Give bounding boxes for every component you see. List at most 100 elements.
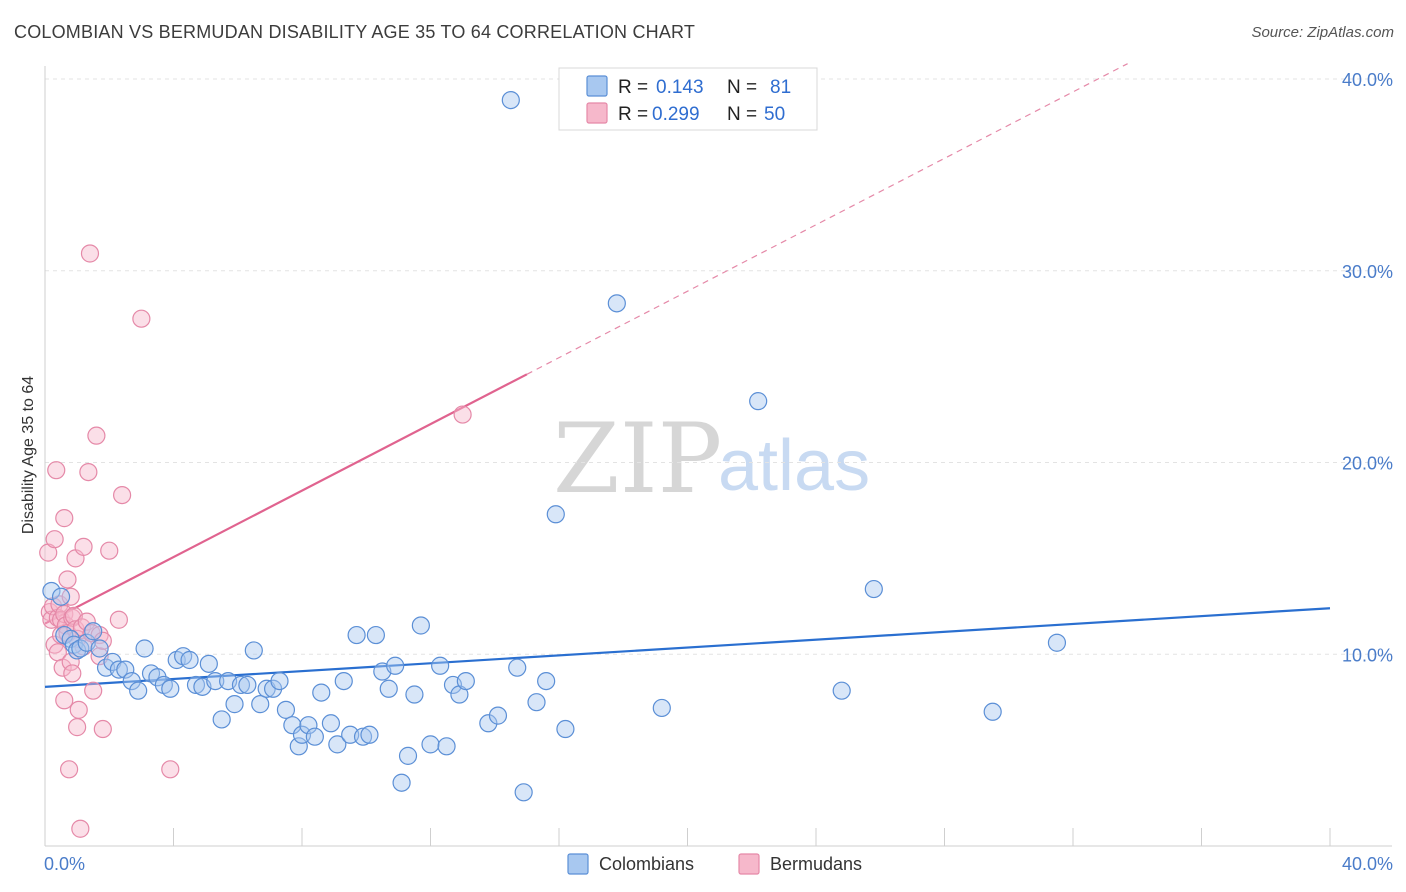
bermudans-point-29 bbox=[69, 700, 88, 719]
colombians-point-81 bbox=[1047, 633, 1067, 652]
colombians-point-54 bbox=[379, 679, 398, 698]
colombians-point-55 bbox=[386, 656, 405, 675]
legend-colombians-swatch bbox=[586, 75, 608, 97]
colombians-point-57 bbox=[398, 746, 418, 765]
correlation-legend: R = 0.143 N = 81 R = 0.299 N = 50 bbox=[558, 67, 818, 131]
colombians-point-39 bbox=[283, 716, 302, 735]
colombians-point-51 bbox=[360, 725, 379, 744]
colombians-point-60 bbox=[421, 735, 440, 754]
colombians-point-56 bbox=[392, 773, 411, 792]
colombians-point-79 bbox=[864, 579, 883, 599]
colombians-point-9 bbox=[90, 639, 109, 658]
colombians-point-31 bbox=[231, 675, 251, 695]
y-tick-label-0: 10.0% bbox=[1342, 645, 1393, 665]
legend-bermudans-r-label: R = bbox=[618, 104, 648, 125]
colombians-point-16 bbox=[135, 639, 154, 658]
y-tick-label-2: 30.0% bbox=[1342, 262, 1393, 282]
bermudans-point-44 bbox=[100, 541, 119, 560]
colombians-point-72 bbox=[537, 671, 556, 691]
bermudans-point-46 bbox=[112, 485, 132, 505]
colombians-point-26 bbox=[199, 654, 218, 673]
bermudans-trend-extension bbox=[526, 63, 1128, 375]
colombians-point-27 bbox=[206, 671, 225, 691]
colombians-point-69 bbox=[508, 658, 527, 677]
bermudans-point-23 bbox=[63, 664, 82, 683]
colombians-point-1 bbox=[51, 587, 71, 606]
legend-bermudans-swatch bbox=[586, 102, 608, 124]
legend-bermudans-n-value: 50 bbox=[764, 104, 785, 125]
watermark-zip: ZIP bbox=[553, 403, 722, 515]
bermudans-point-6 bbox=[47, 461, 66, 480]
colombians-point-14 bbox=[122, 671, 141, 691]
bermudans-point-13 bbox=[55, 509, 74, 528]
y-tick-label-1: 20.0% bbox=[1342, 454, 1393, 474]
bermudans-point-35 bbox=[79, 462, 98, 482]
legend-colombians-n-label: N = bbox=[727, 77, 757, 98]
colombians-point-12 bbox=[109, 660, 128, 679]
colombians-point-50 bbox=[353, 727, 373, 746]
colombians-point-73 bbox=[546, 505, 565, 524]
bottom-legend-colombians-label: Colombians bbox=[599, 854, 694, 874]
bermudans-point-39 bbox=[87, 426, 106, 445]
bottom-legend-colombians-swatch bbox=[567, 853, 589, 875]
colombians-point-46 bbox=[328, 735, 347, 754]
legend-bermudans-n-label: N = bbox=[727, 104, 757, 125]
colombians-point-71 bbox=[527, 693, 546, 712]
colombians-point-49 bbox=[347, 625, 366, 645]
colombians-point-24 bbox=[186, 675, 206, 695]
colombians-point-77 bbox=[749, 392, 768, 411]
legend-colombians-n-value: 81 bbox=[770, 77, 791, 98]
colombians-point-74 bbox=[556, 719, 575, 739]
colombians-point-28 bbox=[212, 710, 231, 729]
y-axis-label: Disability Age 35 to 64 bbox=[20, 376, 37, 534]
bermudans-point-45 bbox=[109, 610, 128, 629]
colombians-point-30 bbox=[225, 695, 244, 714]
colombians-point-32 bbox=[238, 675, 257, 695]
bermudans-point-38 bbox=[84, 681, 103, 700]
bermudans-point-17 bbox=[58, 570, 77, 589]
bermudans-trend-line bbox=[44, 373, 528, 625]
colombians-point-62 bbox=[437, 737, 456, 756]
colombians-point-58 bbox=[405, 685, 424, 704]
tick-labels: 10.0% 20.0% 30.0% 40.0% 0.0% 40.0% bbox=[44, 70, 1393, 874]
colombians-trend-line bbox=[44, 607, 1331, 688]
trend-lines bbox=[44, 63, 1331, 688]
legend-colombians-r-value: 0.143 bbox=[656, 77, 704, 98]
series-legend: Colombians Bermudans bbox=[567, 853, 862, 875]
colombians-point-33 bbox=[244, 641, 263, 660]
bermudans-point-48 bbox=[161, 760, 180, 779]
colombians-point-78 bbox=[832, 681, 851, 700]
bermudans-point-36 bbox=[80, 244, 100, 263]
colombians-point-37 bbox=[270, 671, 289, 691]
x-tick-label-0: 0.0% bbox=[44, 854, 85, 874]
source-label: Source: ZipAtlas.com bbox=[1251, 24, 1394, 41]
bermudans-point-30 bbox=[71, 819, 90, 838]
bermudans-point-15 bbox=[55, 691, 74, 710]
colombians-point-70 bbox=[514, 783, 533, 802]
colombians-point-45 bbox=[321, 714, 341, 733]
legend-colombians-r-label: R = bbox=[618, 77, 648, 98]
colombians-point-66 bbox=[479, 714, 498, 733]
bermudans-point-20 bbox=[61, 587, 80, 606]
axes bbox=[44, 66, 1392, 847]
colombians-point-5 bbox=[68, 641, 87, 660]
bottom-legend-bermudans-swatch bbox=[738, 853, 760, 875]
x-tick-label-1: 40.0% bbox=[1342, 854, 1393, 874]
colombians-point-75 bbox=[607, 294, 626, 313]
colombians-point-76 bbox=[652, 698, 671, 718]
bermudans-point-19 bbox=[59, 760, 79, 779]
colombians-point-52 bbox=[366, 625, 385, 645]
colombians-point-68 bbox=[501, 90, 520, 110]
gridlines bbox=[45, 78, 1392, 655]
colombians-point-23 bbox=[180, 650, 199, 670]
bermudans-point-4 bbox=[45, 530, 64, 549]
colombians-point-13 bbox=[116, 660, 135, 679]
bermudans-points bbox=[39, 244, 472, 838]
colombians-point-8 bbox=[84, 622, 103, 641]
bermudans-point-34 bbox=[77, 612, 96, 631]
chart-title: COLOMBIAN VS BERMUDAN DISABILITY AGE 35 … bbox=[14, 22, 696, 42]
colombians-point-67 bbox=[488, 706, 508, 725]
y-tick-label-3: 40.0% bbox=[1342, 70, 1393, 90]
bermudans-point-21 bbox=[61, 652, 80, 672]
